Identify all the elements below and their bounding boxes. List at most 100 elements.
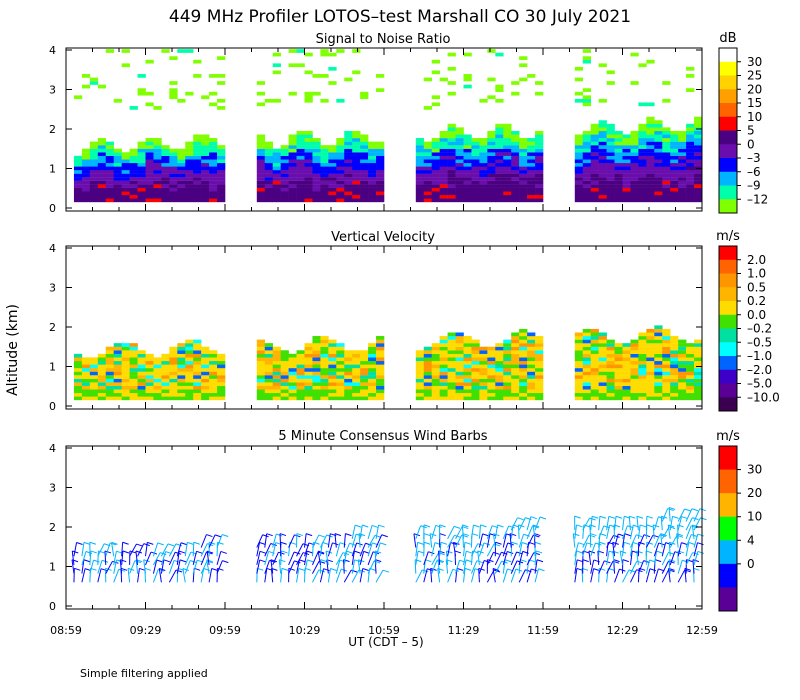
heatmap-cell xyxy=(670,350,679,354)
colorbar-swatch xyxy=(719,116,737,131)
heatmap-cell xyxy=(678,375,687,379)
heatmap-cell xyxy=(495,159,504,164)
colorbar-label: 25 xyxy=(747,69,762,83)
wind-barb-flag xyxy=(74,567,81,571)
heatmap-cell xyxy=(646,360,655,365)
heatmap-cell xyxy=(463,371,472,376)
heatmap-cell xyxy=(304,180,313,185)
heatmap-cell xyxy=(312,385,321,390)
heatmap-cell xyxy=(344,130,353,135)
wind-barb xyxy=(335,542,341,557)
heatmap-cell xyxy=(376,350,385,354)
wind-barb xyxy=(685,508,693,522)
wind-barb xyxy=(676,533,679,548)
heatmap-cell xyxy=(662,155,671,160)
heatmap-cell xyxy=(312,378,321,383)
heatmap-cell xyxy=(73,173,83,178)
heatmap-cell xyxy=(161,364,170,369)
heatmap-cell xyxy=(670,371,679,376)
wind-barb xyxy=(677,560,683,574)
heatmap-cell xyxy=(209,353,218,358)
wind-barb-flag xyxy=(608,515,615,519)
heatmap-cell xyxy=(606,191,615,196)
heatmap-cell xyxy=(519,360,528,365)
heatmap-cell xyxy=(336,180,345,185)
heatmap-cell xyxy=(368,173,377,178)
heatmap-cell xyxy=(487,159,496,164)
heatmap-cell xyxy=(455,187,464,192)
wind-barb-flag xyxy=(262,534,269,538)
heatmap-cell xyxy=(646,155,655,160)
wind-barb xyxy=(510,568,517,583)
heatmap-cell xyxy=(193,59,202,64)
heatmap-cell xyxy=(304,98,313,103)
heatmap-cell xyxy=(574,339,584,344)
heatmap-cell xyxy=(614,353,623,358)
heatmap-cell xyxy=(185,392,194,397)
colorbar-swatch xyxy=(719,103,737,118)
wind-barb xyxy=(367,535,376,548)
heatmap-cell xyxy=(495,166,504,171)
heatmap-cell xyxy=(145,389,154,394)
heatmap-cell xyxy=(336,49,345,53)
heatmap-cell xyxy=(455,159,464,164)
heatmap-cell xyxy=(145,162,154,167)
heatmap-cell xyxy=(694,350,703,354)
heatmap-cell xyxy=(193,371,202,376)
heatmap-cell xyxy=(360,392,369,397)
heatmap-cell xyxy=(622,353,631,358)
heatmap-cell xyxy=(630,148,639,153)
heatmap-cell xyxy=(201,159,210,164)
heatmap-cell xyxy=(145,368,154,372)
heatmap-cell xyxy=(368,180,377,185)
heatmap-cell xyxy=(646,127,655,132)
heatmap-cell xyxy=(217,155,226,160)
heatmap-cell xyxy=(511,180,520,185)
heatmap-cell xyxy=(280,364,289,369)
heatmap-cell xyxy=(169,350,178,354)
heatmap-cell xyxy=(582,191,591,196)
heatmap-cell xyxy=(105,368,114,372)
heatmap-cell xyxy=(463,134,472,139)
heatmap-cell xyxy=(161,177,170,181)
heatmap-cell xyxy=(582,389,591,394)
heatmap-cell xyxy=(487,389,496,394)
heatmap-cell xyxy=(304,392,313,397)
heatmap-cell xyxy=(177,385,186,390)
heatmap-cell xyxy=(479,166,488,171)
heatmap-cell xyxy=(662,343,671,347)
heatmap-cell xyxy=(439,141,448,146)
wind-barb-flag xyxy=(681,542,688,546)
heatmap-cell xyxy=(280,198,289,203)
wind-barb xyxy=(463,559,467,574)
wind-barb xyxy=(606,560,614,574)
wind-barb xyxy=(113,569,120,583)
wind-barb-flag xyxy=(497,524,504,528)
heatmap-cell xyxy=(288,382,297,386)
heatmap-cell xyxy=(630,364,639,369)
heatmap-cell xyxy=(519,191,528,196)
heatmap-cell xyxy=(193,170,202,174)
heatmap-cell xyxy=(598,159,607,164)
heatmap-cell xyxy=(535,81,544,85)
heatmap-cell xyxy=(320,371,329,376)
heatmap-cell xyxy=(503,194,512,199)
heatmap-cell xyxy=(113,389,122,394)
heatmap-cell xyxy=(598,148,607,153)
heatmap-cell xyxy=(527,198,536,203)
heatmap-cell xyxy=(121,396,130,401)
heatmap-cell xyxy=(81,364,91,369)
heatmap-cell xyxy=(503,155,512,160)
heatmap-cell xyxy=(479,392,488,397)
wind-barb xyxy=(486,543,495,557)
velocity-heatmap xyxy=(73,325,703,401)
heatmap-cell xyxy=(495,368,504,372)
heatmap-cell xyxy=(193,360,202,365)
heatmap-cell xyxy=(296,360,305,365)
heatmap-cell xyxy=(105,346,114,351)
heatmap-cell xyxy=(574,350,584,354)
heatmap-cell xyxy=(574,392,584,397)
wind-barb-flag xyxy=(489,533,497,537)
wind-barb xyxy=(192,551,197,566)
heatmap-cell xyxy=(694,392,703,397)
